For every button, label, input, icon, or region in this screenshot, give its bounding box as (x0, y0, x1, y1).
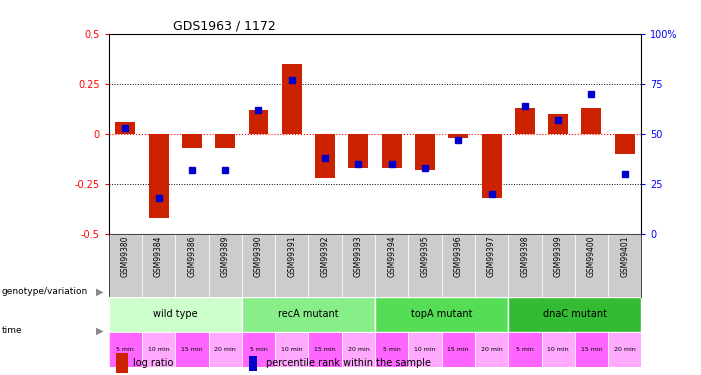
Bar (415, 134, 435, 170)
Text: 20 min: 20 min (215, 347, 236, 352)
Text: GSM99380: GSM99380 (121, 236, 130, 277)
Bar (209, 332, 242, 368)
Text: GSM99396: GSM99396 (454, 236, 463, 277)
Text: 5 min: 5 min (383, 347, 400, 352)
Bar (442, 332, 475, 368)
Bar (109, 234, 142, 297)
Bar (308, 234, 342, 297)
Text: 15 min: 15 min (181, 347, 203, 352)
Text: 10 min: 10 min (148, 347, 170, 352)
Bar (142, 234, 175, 297)
Bar (348, 134, 369, 168)
Bar (508, 234, 542, 297)
Bar (109, 332, 142, 368)
Bar (508, 297, 641, 332)
Text: GSM99391: GSM99391 (287, 236, 297, 277)
Text: GSM99389: GSM99389 (221, 236, 230, 277)
Text: 15 min: 15 min (447, 347, 469, 352)
Text: recA mutant: recA mutant (278, 309, 339, 320)
Text: GSM99398: GSM99398 (520, 236, 529, 277)
Text: genotype/variation: genotype/variation (1, 287, 88, 296)
Bar (615, 134, 635, 154)
Bar (515, 108, 535, 134)
Bar (508, 332, 542, 368)
Text: topA mutant: topA mutant (411, 309, 472, 320)
Text: 5 min: 5 min (516, 347, 533, 352)
Bar (215, 134, 236, 148)
Bar (382, 134, 402, 168)
Text: GSM99399: GSM99399 (554, 236, 563, 277)
Bar (342, 234, 375, 297)
Text: GSM99401: GSM99401 (620, 236, 629, 277)
Bar (249, 110, 268, 134)
Bar (608, 332, 641, 368)
Bar (315, 134, 335, 178)
Bar (442, 234, 475, 297)
Text: 15 min: 15 min (314, 347, 336, 352)
Bar (342, 332, 375, 368)
Text: GDS1963 / 1172: GDS1963 / 1172 (172, 20, 275, 33)
Text: GSM99397: GSM99397 (487, 236, 496, 277)
Bar (542, 234, 575, 297)
Bar (109, 297, 242, 332)
Text: 10 min: 10 min (414, 347, 436, 352)
Text: ▶: ▶ (96, 326, 104, 336)
Text: GSM99395: GSM99395 (421, 236, 430, 277)
Bar (449, 134, 468, 138)
Bar (375, 332, 409, 368)
Bar (115, 122, 135, 134)
Bar (409, 332, 442, 368)
Text: time: time (1, 326, 22, 335)
Bar (282, 64, 302, 134)
Text: log ratio: log ratio (133, 358, 174, 368)
Text: percentile rank within the sample: percentile rank within the sample (266, 358, 431, 368)
Text: GSM99400: GSM99400 (587, 236, 596, 277)
Text: GSM99390: GSM99390 (254, 236, 263, 277)
Text: wild type: wild type (153, 309, 198, 320)
Text: GSM99394: GSM99394 (387, 236, 396, 277)
Bar (475, 332, 508, 368)
Bar (242, 234, 275, 297)
Bar (548, 114, 568, 134)
Text: 20 min: 20 min (348, 347, 369, 352)
Text: 10 min: 10 min (547, 347, 569, 352)
Text: GSM99384: GSM99384 (154, 236, 163, 277)
Bar (149, 134, 169, 218)
Text: ▶: ▶ (96, 287, 104, 297)
Bar (375, 234, 409, 297)
Bar (275, 332, 308, 368)
Text: dnaC mutant: dnaC mutant (543, 309, 607, 320)
Bar (575, 332, 608, 368)
Bar (575, 234, 608, 297)
Text: 5 min: 5 min (116, 347, 134, 352)
Bar (308, 332, 342, 368)
Bar (482, 134, 502, 198)
Text: 10 min: 10 min (281, 347, 303, 352)
Bar (242, 297, 375, 332)
Text: 15 min: 15 min (580, 347, 602, 352)
Bar (608, 234, 641, 297)
Text: GSM99392: GSM99392 (320, 236, 329, 277)
Bar (409, 234, 442, 297)
Bar (175, 234, 209, 297)
Bar (375, 297, 508, 332)
Text: 20 min: 20 min (614, 347, 636, 352)
Text: 20 min: 20 min (481, 347, 503, 352)
Text: GSM99393: GSM99393 (354, 236, 363, 277)
Bar (475, 234, 508, 297)
Bar (209, 234, 242, 297)
Text: GSM99386: GSM99386 (187, 236, 196, 277)
Text: 5 min: 5 min (250, 347, 267, 352)
Bar (582, 108, 601, 134)
Bar (182, 134, 202, 148)
Bar (542, 332, 575, 368)
Bar (275, 234, 308, 297)
Bar (242, 332, 275, 368)
Bar (175, 332, 209, 368)
Bar (142, 332, 175, 368)
